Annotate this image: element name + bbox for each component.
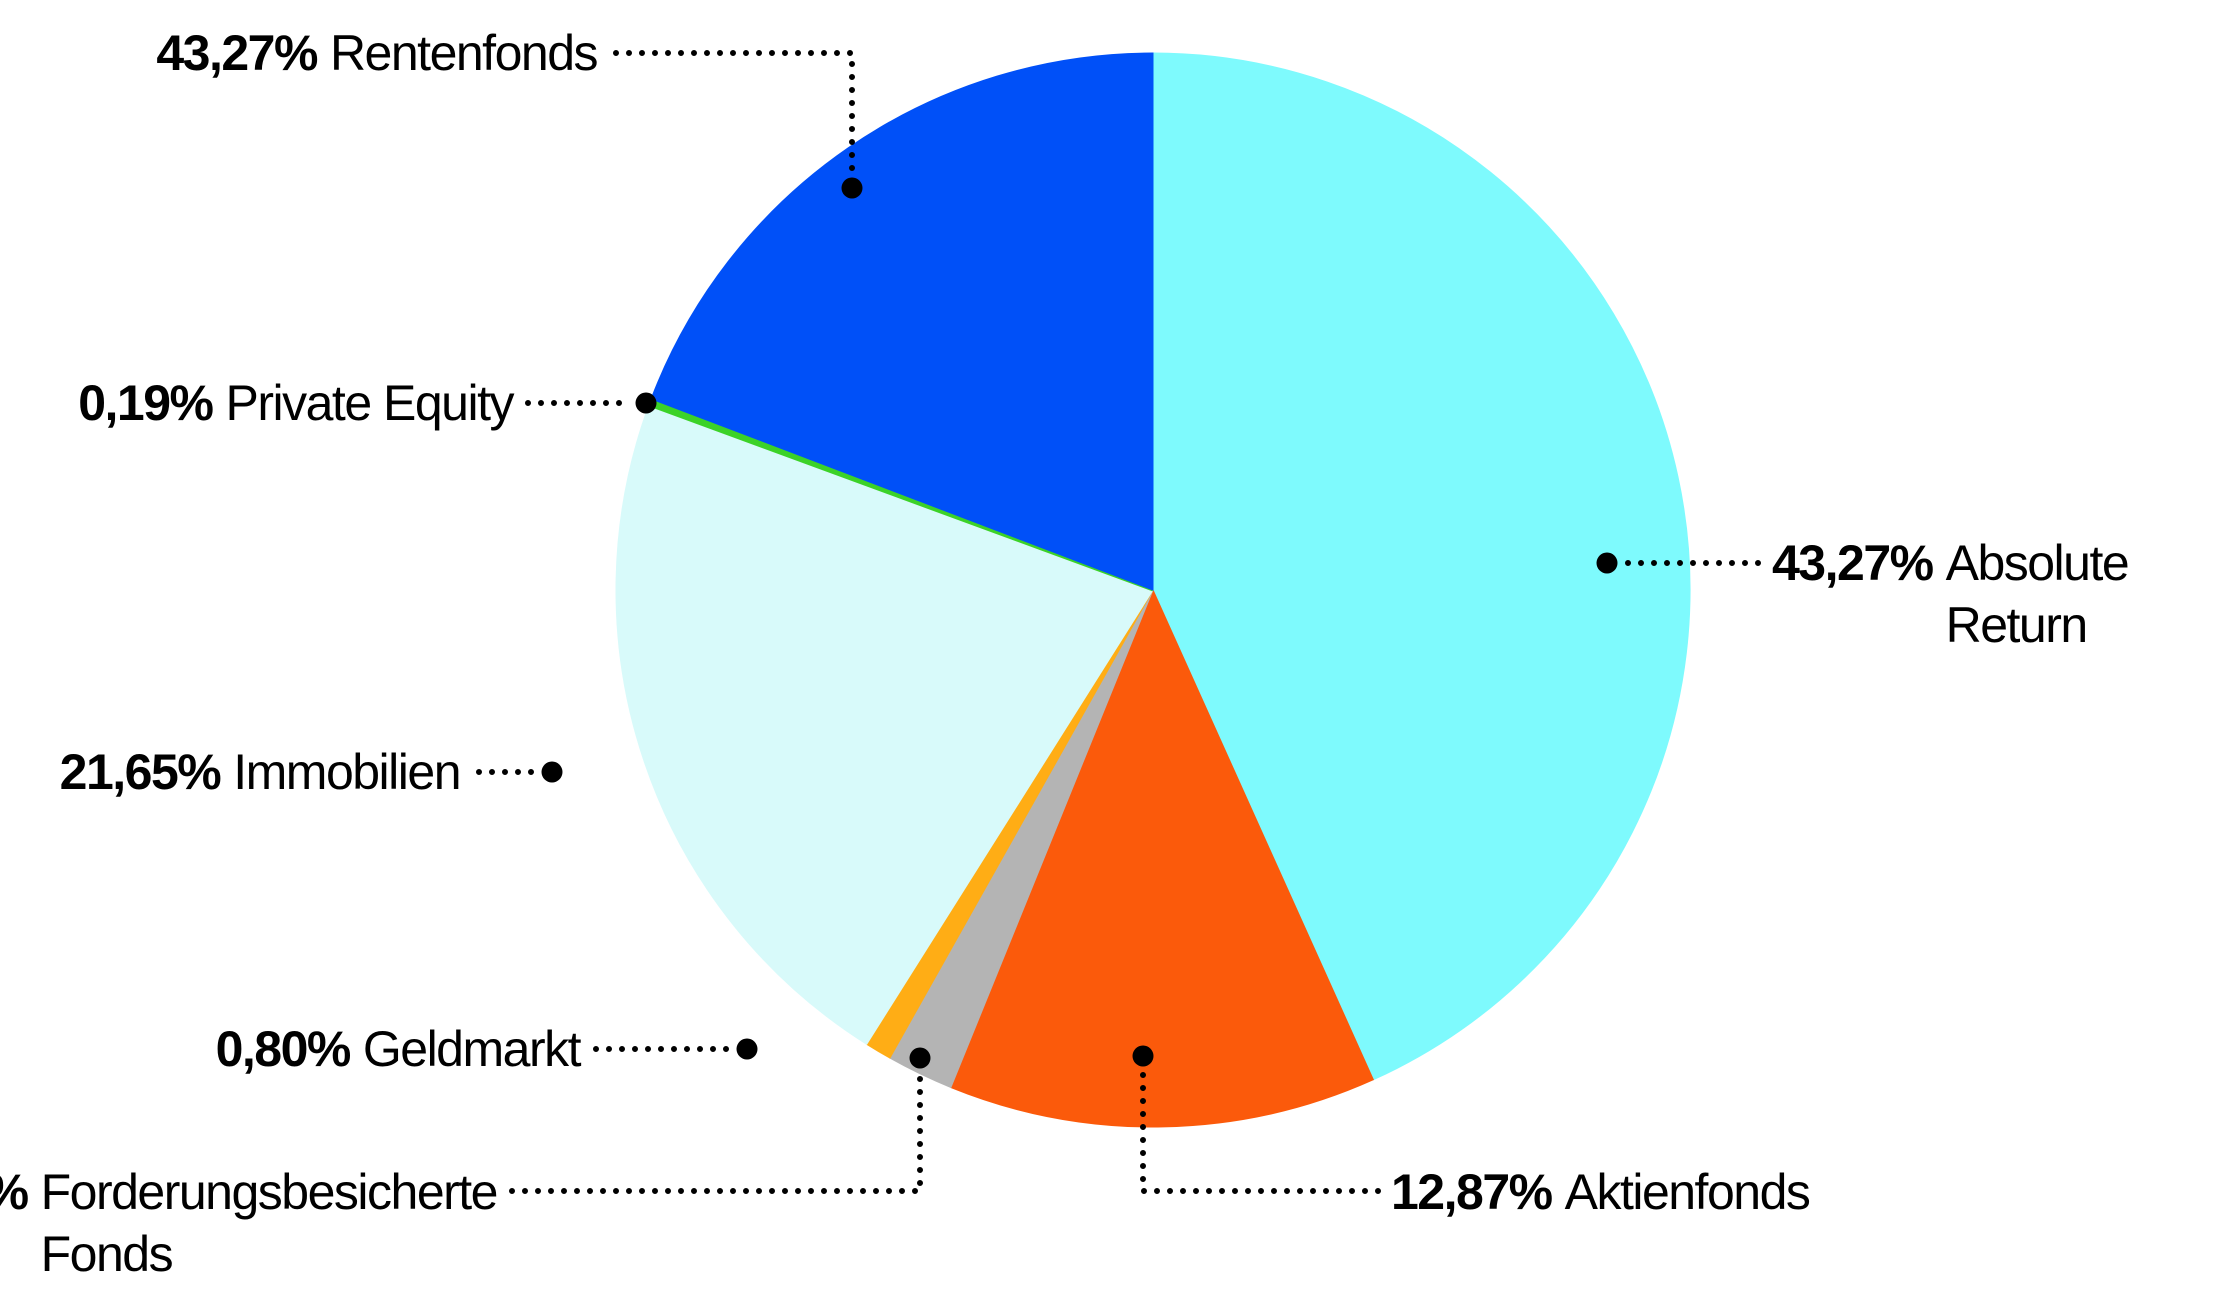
leader-dot-geldmarkt — [736, 1038, 758, 1060]
leader-dot-rentenfonds — [841, 177, 863, 199]
label-name: Geldmarkt — [362, 1021, 582, 1077]
label-pct: 0,19% — [78, 375, 214, 431]
label-aktienfonds: 12,87% Aktienfonds — [1391, 1161, 1811, 1223]
label-name: Immobilien — [233, 744, 461, 800]
leader-dot-absolute-return — [1596, 552, 1618, 574]
leader-line-forderungsbesicherte-fonds — [509, 1074, 923, 1194]
leader-dot-private-equity — [635, 392, 657, 414]
label-rentenfonds: 43,27% Rentenfonds — [156, 22, 599, 84]
label-pct: 12,87% — [1391, 1164, 1553, 1220]
pie-slice-absolute-return — [1152, 52, 1691, 1081]
leader-dot-immobilien — [541, 761, 563, 783]
label-geldmarkt: 0,80% Geldmarkt — [215, 1018, 582, 1080]
leader-line-aktienfonds — [1140, 1070, 1381, 1194]
label-absolute-return: 43,27% Absolute Return — [1772, 532, 2130, 656]
label-immobilien: 21,65% Immobilien — [59, 741, 462, 803]
label-name: Aktienfonds — [1564, 1164, 1811, 1220]
pie-slice-aktienfonds — [950, 588, 1375, 1128]
label-pct: 43,27% — [1772, 535, 1934, 591]
label-pct: 43,27% — [156, 25, 318, 81]
label-name: Forderungsbesicherte Fonds — [40, 1164, 499, 1282]
label-name: Private Equity — [225, 375, 515, 431]
label-private-equity: 0,19% Private Equity — [78, 372, 515, 434]
leader-dot-aktienfonds — [1132, 1045, 1154, 1067]
leader-line-rentenfonds — [613, 50, 855, 173]
leader-dot-forderungsbesicherte-fonds — [909, 1047, 931, 1069]
pie-slice-rentenfonds — [650, 52, 1154, 591]
label-pct: 21,65% — [59, 744, 222, 800]
label-name: Absolute Return — [1945, 535, 2130, 653]
pie-slice-immobilien — [615, 404, 1154, 1045]
label-pct: 2,01% — [0, 1164, 29, 1220]
label-pct: 0,80% — [215, 1021, 352, 1077]
label-name: Rentenfonds — [329, 25, 599, 81]
